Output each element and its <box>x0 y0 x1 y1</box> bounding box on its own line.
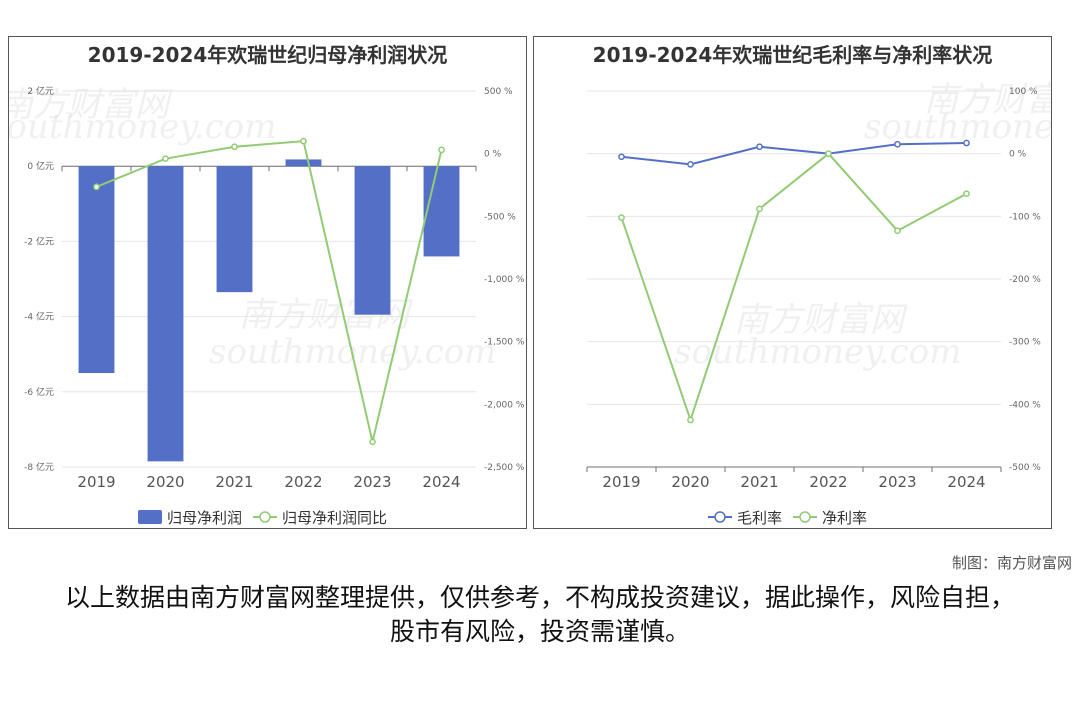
data-point <box>438 146 445 154</box>
y-left-tick-label: -4 亿元 <box>24 311 54 323</box>
legend-label: 净利率 <box>822 509 867 527</box>
data-point <box>756 205 763 213</box>
series-line <box>621 142 967 166</box>
data-point <box>963 139 970 147</box>
y-right-tick-label: 0 % <box>1009 150 1027 160</box>
margin-chart-panel: 南方财富网 southmoney.com 南方财富网 southmoney.co… <box>533 36 1052 529</box>
y-right-tick-label: -1,000 % <box>484 275 525 285</box>
data-point <box>756 143 763 151</box>
data-point <box>963 190 970 198</box>
x-tick-label: 2024 <box>947 473 985 491</box>
data-point <box>231 143 238 151</box>
data-point <box>162 155 169 163</box>
legend-label: 毛利率 <box>737 509 782 527</box>
series-line <box>96 140 443 443</box>
y-right-tick-label: 0 % <box>484 150 502 160</box>
y-right-tick-label: -100 % <box>1009 212 1041 222</box>
legend-swatch <box>138 510 162 524</box>
bar <box>354 166 391 315</box>
margin-chart: 100 % 0 % -100 % -200 % -300 % -400 % -500 % 20… <box>586 87 1041 527</box>
legend-label: 归母净利润 <box>167 509 242 527</box>
x-tick-label: 2023 <box>878 473 916 491</box>
bar <box>216 166 253 293</box>
series-line <box>620 152 967 424</box>
y-left-tick-label: 2 亿元 <box>27 85 54 97</box>
data-point <box>618 153 625 161</box>
legend-swatch <box>799 511 811 523</box>
x-tick-label: 2022 <box>809 473 847 491</box>
chart-title: 2019-2024年欢瑞世纪归母净利润状况 <box>87 43 448 67</box>
y-left-tick-label: -8 亿元 <box>24 461 54 473</box>
bar <box>147 166 184 462</box>
y-right-tick-label: 100 % <box>1009 87 1038 97</box>
data-point <box>894 227 901 235</box>
y-left-tick-label: -2 亿元 <box>24 235 54 247</box>
x-tick-label: 2019 <box>77 473 115 491</box>
data-point <box>300 137 307 145</box>
net-profit-chart: 2 亿元 0 亿元 -2 亿元 -4 亿元 -6 亿元 -8 亿元 500 % 0 % -500… <box>24 85 525 527</box>
bar <box>78 166 115 373</box>
x-tick-label: 2024 <box>422 473 460 491</box>
legend-swatch <box>714 511 726 523</box>
data-point <box>825 150 832 158</box>
net-profit-chart-panel: 南方财富网 southmoney.com 南方财富网 southmoney.co… <box>8 36 527 529</box>
y-right-tick-label: -500 % <box>1009 463 1041 473</box>
y-right-tick-label: -1,500 % <box>484 338 525 348</box>
data-point <box>687 160 694 168</box>
x-tick-label: 2021 <box>740 473 778 491</box>
y-right-tick-label: -200 % <box>1009 275 1041 285</box>
y-right-tick-label: -2,500 % <box>484 463 525 473</box>
data-point <box>618 214 625 221</box>
y-right-tick-label: -500 % <box>484 212 516 222</box>
x-tick-label: 2020 <box>146 473 184 491</box>
y-right-tick-label: -400 % <box>1009 400 1041 410</box>
x-tick-label: 2019 <box>602 473 640 491</box>
data-point <box>369 438 376 446</box>
legend-swatch <box>259 511 271 523</box>
y-left-tick-label: -6 亿元 <box>24 386 54 398</box>
x-tick-label: 2023 <box>353 473 391 491</box>
x-tick-label: 2022 <box>284 473 322 491</box>
chart-title: 2019-2024年欢瑞世纪毛利率与净利率状况 <box>592 43 993 67</box>
legend-label: 归母净利润同比 <box>282 509 387 527</box>
data-point <box>93 183 100 191</box>
bar <box>285 159 322 167</box>
x-tick-label: 2021 <box>215 473 253 491</box>
y-right-tick-label: -300 % <box>1009 338 1041 348</box>
y-right-tick-label: 500 % <box>484 87 513 97</box>
bar <box>423 166 460 257</box>
chart-credit: 制图：南方财富网 <box>951 554 1072 572</box>
data-point <box>687 416 694 424</box>
data-point <box>894 140 901 148</box>
y-left-tick-label: 0 亿元 <box>27 160 54 172</box>
x-tick-label: 2020 <box>671 473 709 491</box>
disclaimer-text: 以上数据由南方财富网整理提供，仅供参考，不构成投资建议，据此操作，风险自担，股市… <box>64 583 1015 646</box>
y-right-tick-label: -2,000 % <box>484 400 525 410</box>
